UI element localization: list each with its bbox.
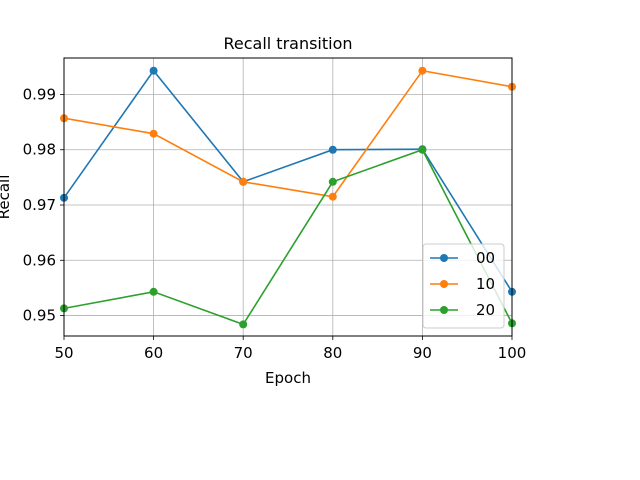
- series-line-10: [63, 69, 513, 198]
- legend-label-20: 20: [476, 301, 495, 319]
- series-line-00: [63, 69, 513, 293]
- legend-marker-10: [440, 280, 448, 288]
- y-tick-label: 0.95: [23, 307, 56, 325]
- data-point-20: [149, 287, 158, 296]
- data-point-20: [328, 177, 337, 186]
- axis-ticks: 50 60 70 80 90 100 0.95 0.96 0.97 0.98 0.99: [23, 85, 527, 362]
- data-point-20: [418, 145, 427, 154]
- y-tick-label: 0.99: [23, 85, 56, 103]
- data-point-10: [328, 192, 337, 201]
- legend-marker-20: [440, 306, 448, 314]
- x-tick-label: 60: [144, 344, 163, 362]
- data-point-10: [149, 129, 158, 138]
- data-point-00: [149, 66, 158, 75]
- legend-marker-00: [440, 254, 448, 262]
- data-point-10: [418, 66, 427, 75]
- y-tick-label: 0.97: [23, 196, 56, 214]
- y-tick-label: 0.96: [23, 251, 56, 269]
- y-tick-label: 0.98: [23, 141, 56, 159]
- x-axis-label: Epoch: [265, 369, 311, 387]
- legend-label-00: 00: [476, 249, 495, 267]
- series-20: [60, 145, 516, 329]
- legend: 00 10 20: [422, 243, 505, 329]
- x-tick-label: 70: [234, 344, 253, 362]
- plot-frame: [63, 57, 513, 337]
- data-point-20: [239, 320, 248, 329]
- series-00: [60, 66, 516, 296]
- y-axis-label: Recall: [0, 175, 13, 220]
- legend-label-10: 10: [476, 275, 495, 293]
- data-point-00: [328, 145, 337, 154]
- chart-title: Recall transition: [223, 34, 352, 53]
- x-tick-label: 50: [54, 344, 73, 362]
- x-tick-label: 100: [498, 344, 527, 362]
- series-lines: [60, 66, 516, 329]
- x-tick-label: 80: [323, 344, 342, 362]
- series-line-20: [63, 148, 513, 326]
- x-tick-label: 90: [413, 344, 432, 362]
- data-point-10: [239, 177, 248, 186]
